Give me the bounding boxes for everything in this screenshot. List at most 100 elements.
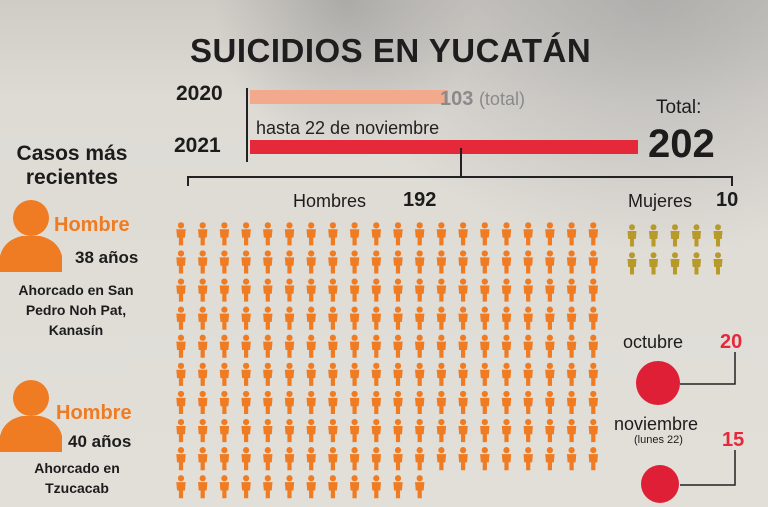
man-icon [328, 222, 338, 246]
man-icon [545, 222, 555, 246]
man-icon [349, 306, 360, 330]
man-icon [241, 306, 251, 330]
man-icon [458, 250, 468, 274]
man-icon [176, 306, 186, 330]
man-icon [284, 475, 295, 499]
man-icon [458, 334, 468, 358]
man-icon [328, 334, 338, 358]
man-icon [284, 334, 295, 358]
month-october-label: octubre [623, 332, 684, 352]
man-icon [306, 390, 316, 414]
man-icon [588, 390, 598, 414]
man-icon [219, 278, 230, 302]
man-icon [501, 447, 512, 471]
man-icon [415, 306, 425, 330]
man-icon [328, 306, 338, 330]
month-october-circle [636, 361, 680, 405]
man-icon [306, 222, 316, 246]
man-icon [349, 250, 360, 274]
recent-cases-heading: Casos más recientes [16, 142, 128, 189]
man-icon [588, 278, 598, 302]
man-icon [263, 278, 273, 302]
man-icon [436, 390, 447, 414]
woman-icon [692, 224, 701, 247]
man-icon [263, 475, 273, 499]
man-icon [176, 362, 186, 386]
man-icon [328, 278, 338, 302]
man-icon [198, 418, 208, 443]
value-label-2020: 103 (total) [440, 88, 525, 111]
man-icon [480, 390, 490, 414]
man-icon [198, 475, 208, 499]
man-icon [219, 447, 230, 471]
man-icon [415, 390, 425, 414]
breakdown-bracket [187, 148, 733, 186]
man-icon [393, 334, 403, 358]
man-icon [284, 250, 295, 274]
man-icon [588, 334, 598, 358]
bar-axis [246, 88, 248, 162]
man-icon [436, 418, 447, 443]
men-value: 192 [403, 189, 437, 211]
man-icon [284, 278, 295, 302]
women-label: Mujeres [628, 191, 693, 211]
man-icon [480, 362, 490, 386]
man-icon [393, 418, 403, 443]
man-icon [480, 418, 490, 443]
man-icon [545, 447, 555, 471]
man-icon [371, 418, 381, 443]
man-icon [284, 306, 295, 330]
man-icon [523, 418, 533, 443]
total-label: Total: [656, 97, 702, 118]
man-icon [436, 306, 447, 330]
man-icon [566, 447, 577, 471]
man-icon [241, 447, 251, 471]
man-icon [588, 447, 598, 471]
man-icon [349, 278, 360, 302]
man-icon [176, 250, 186, 274]
man-icon [176, 418, 186, 443]
man-icon [458, 222, 468, 246]
case-2-gender: Hombre [56, 402, 132, 424]
man-icon [198, 390, 208, 414]
man-icon [263, 362, 273, 386]
value-2020-suffix: (total) [478, 89, 525, 109]
man-icon [241, 334, 251, 358]
man-icon [176, 334, 186, 358]
month-connectors [680, 352, 736, 486]
man-icon [241, 278, 251, 302]
case-1-description: Ahorcado en San Pedro Noh Pat, Kanasín [18, 282, 134, 338]
man-icon [545, 418, 555, 443]
man-icon [198, 334, 208, 358]
man-icon [263, 447, 273, 471]
month-november-label: noviembre [614, 414, 699, 434]
man-icon [328, 475, 338, 499]
man-icon [328, 362, 338, 386]
man-icon [415, 278, 425, 302]
man-icon [458, 418, 468, 443]
man-icon [523, 362, 533, 386]
man-icon [393, 362, 403, 386]
man-icon [523, 334, 533, 358]
man-icon [480, 334, 490, 358]
annotation-2021: hasta 22 de noviembre [256, 118, 440, 138]
man-icon [306, 447, 316, 471]
man-icon [306, 278, 316, 302]
man-icon [566, 278, 577, 302]
man-icon [480, 278, 490, 302]
man-icon [566, 390, 577, 414]
man-icon [523, 390, 533, 414]
man-icon [263, 418, 273, 443]
man-icon [241, 362, 251, 386]
man-icon [415, 250, 425, 274]
man-icon [501, 390, 512, 414]
man-icon [501, 278, 512, 302]
man-icon [371, 278, 381, 302]
man-icon [566, 362, 577, 386]
man-icon [588, 222, 598, 246]
man-icon [328, 447, 338, 471]
man-icon [219, 222, 230, 246]
man-icon [349, 418, 360, 443]
